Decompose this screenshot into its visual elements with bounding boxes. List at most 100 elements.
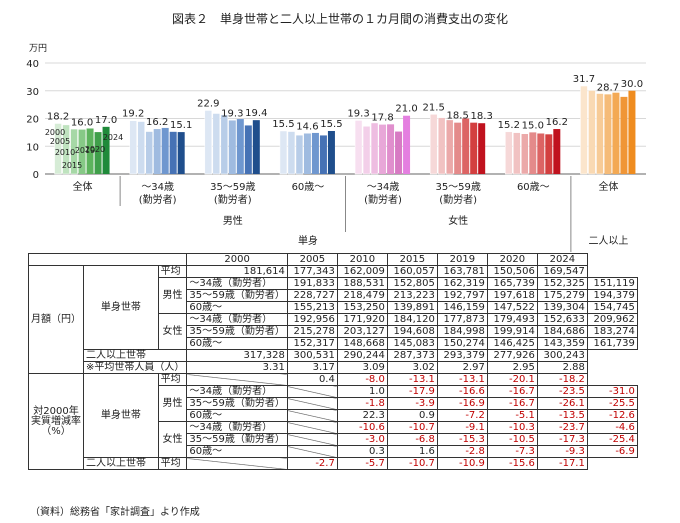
table-value: -10.9 — [436, 457, 488, 470]
table-value: -13.1 — [386, 373, 438, 386]
table-value: -10.3 — [486, 421, 538, 434]
table-row: 35～59歳（勤労者） -3.0 -6.8 -15.3 -10.5 -17.3 -25.4 — [29, 433, 638, 446]
table-value: -2.8 — [436, 445, 488, 458]
series-year-label: 2020 — [85, 145, 105, 154]
bar — [54, 123, 62, 175]
table-value: -10.7 — [386, 421, 438, 434]
table-value: 183,274 — [586, 325, 638, 338]
table-value: -10.6 — [336, 421, 388, 434]
year-header: 2019 — [436, 253, 488, 266]
category-label: ～34歳 — [367, 181, 400, 193]
category-label: (勤労者) — [439, 193, 477, 206]
bar — [395, 131, 403, 174]
table-value — [186, 457, 288, 470]
table-value: -1.8 — [336, 397, 388, 410]
table-value: 2.97 — [436, 361, 488, 374]
data-label: 15.0 — [522, 120, 544, 131]
bar — [454, 122, 462, 174]
table-value: -12.6 — [586, 409, 638, 422]
data-label: 14.6 — [296, 121, 318, 132]
category-label: 60歳～ — [292, 181, 325, 193]
data-label: 22.9 — [197, 98, 219, 109]
table-value: 218,479 — [336, 289, 388, 302]
data-table: 2000 2005 2010 2015 2019 2020 2024 月額（円）… — [27, 253, 638, 470]
year-header: 2010 — [336, 253, 388, 266]
row-label: ～34歳（勤労者） — [186, 421, 288, 434]
bar — [387, 124, 395, 174]
table-value — [286, 421, 338, 434]
table-value: -13.5 — [536, 409, 588, 422]
bar — [478, 123, 486, 174]
row-label: 35～59歳（勤労者） — [186, 289, 288, 302]
series-year-label: 2000 — [45, 128, 65, 137]
table-row: 60歳～ 22.3 0.9 -7.2 -5.1 -13.5 -12.6 — [29, 409, 638, 422]
bar — [354, 120, 363, 175]
bar — [445, 119, 454, 175]
household-label-single: 単身 — [298, 234, 318, 247]
data-label: 21.5 — [423, 102, 445, 113]
table-row: 男性 ～34歳（勤労者） 1.0 -17.9 -16.6 -16.7 -23.5 -31.0 — [29, 385, 638, 422]
bar — [620, 96, 628, 174]
table-value: -16.9 — [436, 397, 488, 410]
table-value: 0.3 — [336, 445, 388, 458]
table-value: 3.17 — [286, 361, 338, 374]
table-value: 300,243 — [536, 349, 588, 362]
table-value: -9.1 — [436, 421, 488, 434]
data-label: 16.2 — [146, 117, 168, 128]
table-row: 60歳～ 152,317 148,668 145,083 150,274 146,425 1… — [29, 337, 638, 350]
table-value: 293,379 — [436, 349, 488, 362]
bar — [553, 129, 561, 174]
table-value: 215,278 — [286, 325, 338, 338]
data-label: 18.5 — [447, 111, 469, 122]
table-value: -16.7 — [486, 385, 538, 398]
row-label: 60歳～ — [186, 337, 288, 350]
table-value — [286, 445, 338, 458]
series-year-label: 2024 — [103, 133, 123, 142]
table-value: 188,531 — [336, 277, 388, 290]
bar — [252, 120, 260, 174]
table-value: -16.6 — [436, 385, 488, 398]
table-value: 148,668 — [336, 337, 388, 350]
category-label: (勤労者) — [214, 193, 252, 206]
bar — [94, 132, 102, 174]
y-tick-label: 10 — [26, 142, 39, 153]
table-value: 160,057 — [386, 265, 438, 278]
table-value: 152,633 — [536, 313, 588, 326]
sex-label: 女性 — [157, 421, 188, 458]
bar — [379, 124, 387, 174]
table-value: 0.9 — [386, 409, 438, 422]
table-value: 146,425 — [486, 337, 538, 350]
table-value: 162,009 — [336, 265, 388, 278]
y-tick-label: 20 — [26, 115, 39, 126]
table-value: -31.0 — [586, 385, 638, 398]
bar — [303, 133, 311, 174]
bar — [129, 120, 137, 175]
table-value: 228,727 — [286, 289, 338, 302]
data-label: 18.3 — [471, 111, 493, 122]
year-header: 2000 — [186, 253, 288, 266]
row-label: 35～59歳（勤労者） — [186, 325, 288, 338]
table-value — [286, 409, 338, 422]
y-tick-label: 30 — [26, 87, 39, 98]
bar — [362, 126, 371, 175]
bar — [596, 93, 604, 175]
table-value: 184,686 — [536, 325, 588, 338]
data-label: 31.7 — [573, 74, 595, 85]
sex-label-female: 女性 — [448, 214, 468, 227]
table-value: -3.0 — [336, 433, 388, 446]
year-header: 2005 — [286, 253, 338, 266]
table-value: 184,120 — [386, 313, 438, 326]
table-value: 2.88 — [536, 361, 588, 374]
bar — [70, 128, 78, 175]
bar — [327, 130, 335, 174]
table-value: -16.7 — [486, 397, 538, 410]
bar — [62, 124, 70, 175]
table-value: -17.3 — [536, 433, 588, 446]
bar — [505, 131, 513, 175]
table-value: -15.6 — [486, 457, 538, 470]
table-value: 191,833 — [286, 277, 338, 290]
table-value: 161,739 — [586, 337, 638, 350]
household-label-multi: 二人以上 — [588, 235, 628, 247]
table-row: 月額（円） 単身世帯 平均 181,614 177,343 162,009 160,057 1… — [28, 265, 638, 374]
table-row: 二人以上世帯 平均 -2.7 -5.7 -10.7 -10.9 -15.6 -17.1 — [29, 457, 638, 470]
